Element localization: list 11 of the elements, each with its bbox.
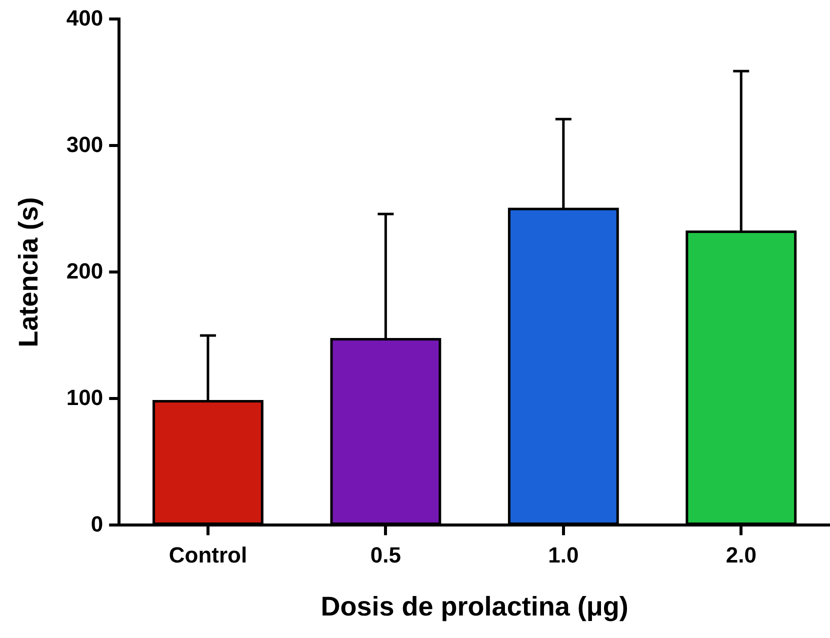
y-tick-label: 400 [66, 5, 104, 30]
y-tick-label: 100 [66, 384, 104, 410]
x-axis-title: Dosis de prolactina (μg) [320, 591, 628, 622]
x-tick-label: 2.0 [726, 542, 756, 568]
y-tick-label: 300 [66, 132, 104, 157]
y-tick-label: 0 [90, 511, 104, 536]
y-tick-label: 200 [66, 258, 104, 284]
x-tick-label: 1.0 [548, 542, 579, 568]
x-tick-label: 0.5 [370, 542, 401, 568]
y-axis-title: Latencia (s) [14, 197, 44, 348]
x-tick-label: Control [168, 542, 248, 568]
